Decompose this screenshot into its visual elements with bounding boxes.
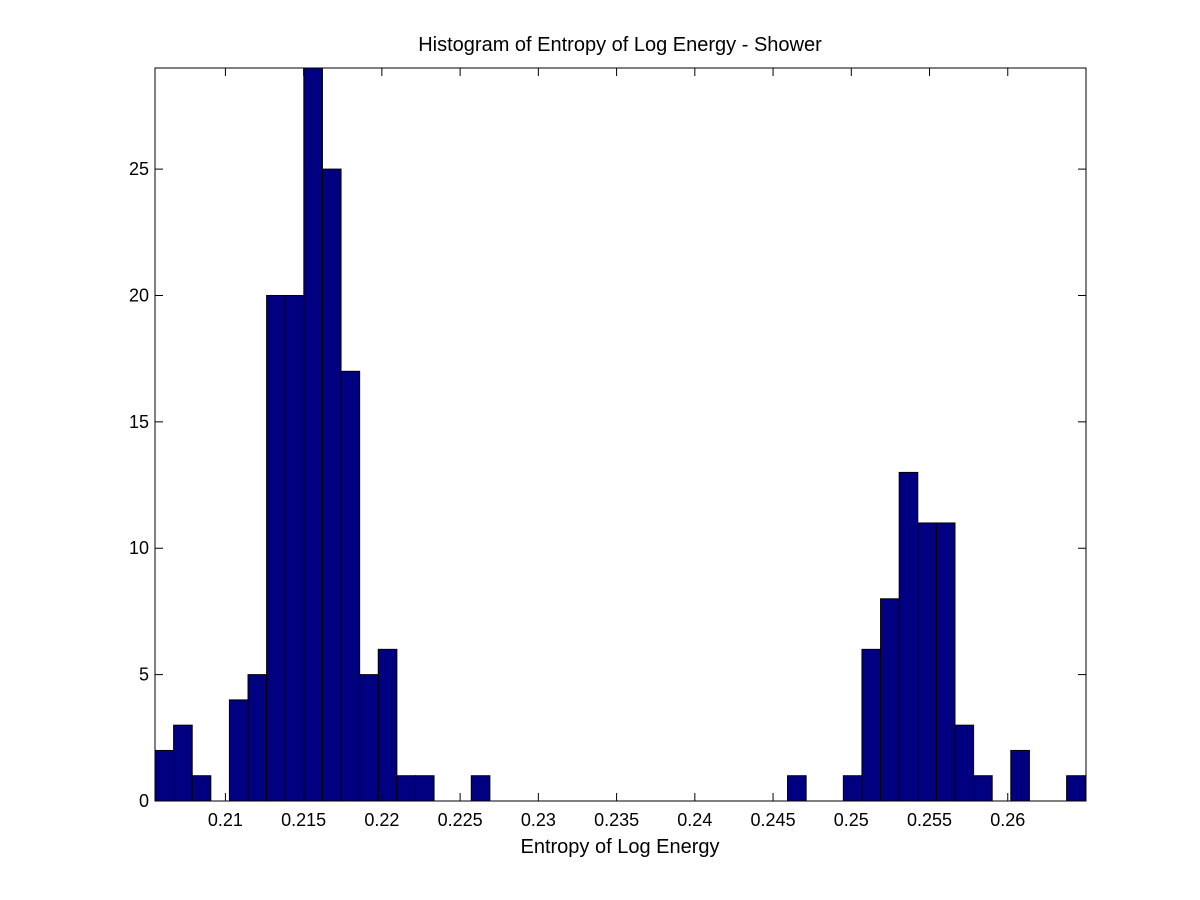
histogram-bar — [861, 648, 882, 802]
histogram-bar — [228, 699, 249, 802]
histogram-bar — [954, 724, 975, 802]
histogram-bar — [191, 775, 212, 802]
x-tick-label: 0.225 — [438, 810, 483, 830]
x-axis-ticks: 0.21 0.215 0.22 0.225 0.23 0.235 0.24 0.245 0.25… — [208, 68, 1025, 830]
y-axis-ticks: 0 5 10 15 20 25 — [129, 159, 1086, 811]
y-tick-label: 0 — [139, 791, 149, 811]
histogram-bar — [359, 674, 379, 802]
x-tick-label: 0.235 — [594, 810, 639, 830]
x-tick-label: 0.23 — [521, 810, 556, 830]
y-tick-label: 20 — [129, 285, 149, 305]
histogram-bar — [973, 775, 993, 802]
chart-title: Histogram of Entropy of Log Energy - Sho… — [418, 34, 822, 56]
histogram-bar — [470, 775, 491, 802]
histogram-bar — [377, 648, 398, 802]
histogram-bar — [1010, 749, 1030, 802]
histogram-bar — [787, 775, 807, 802]
histogram-bar — [917, 522, 937, 802]
y-tick-label: 15 — [129, 412, 149, 432]
histogram-bar — [880, 598, 900, 802]
x-axis-title: Entropy of Log Energy — [520, 836, 719, 858]
histogram-bar — [340, 370, 361, 802]
y-tick-label: 5 — [139, 665, 149, 685]
histogram-bar — [321, 168, 342, 802]
histogram-bar — [396, 775, 416, 802]
histogram-bar — [173, 724, 193, 802]
histogram-bar — [935, 522, 956, 802]
histogram-bar — [247, 674, 268, 802]
bars-group — [154, 67, 1086, 802]
histogram-bar — [414, 775, 435, 802]
y-tick-label: 25 — [129, 159, 149, 179]
histogram-bar — [898, 471, 919, 802]
x-tick-label: 0.22 — [364, 810, 399, 830]
x-tick-label: 0.255 — [907, 810, 952, 830]
histogram-bar — [1066, 775, 1086, 802]
plot-frame — [154, 67, 1087, 802]
histogram-bar — [284, 294, 305, 802]
histogram-bar — [154, 749, 175, 802]
histogram-bar — [266, 294, 286, 802]
x-tick-label: 0.215 — [281, 810, 326, 830]
x-tick-label: 0.24 — [677, 810, 712, 830]
x-tick-label: 0.245 — [751, 810, 796, 830]
x-tick-label: 0.25 — [834, 810, 869, 830]
histogram-bar — [842, 775, 863, 802]
y-tick-label: 10 — [129, 538, 149, 558]
histogram-bar — [303, 67, 323, 802]
x-tick-label: 0.21 — [208, 810, 243, 830]
x-tick-label: 0.26 — [990, 810, 1025, 830]
